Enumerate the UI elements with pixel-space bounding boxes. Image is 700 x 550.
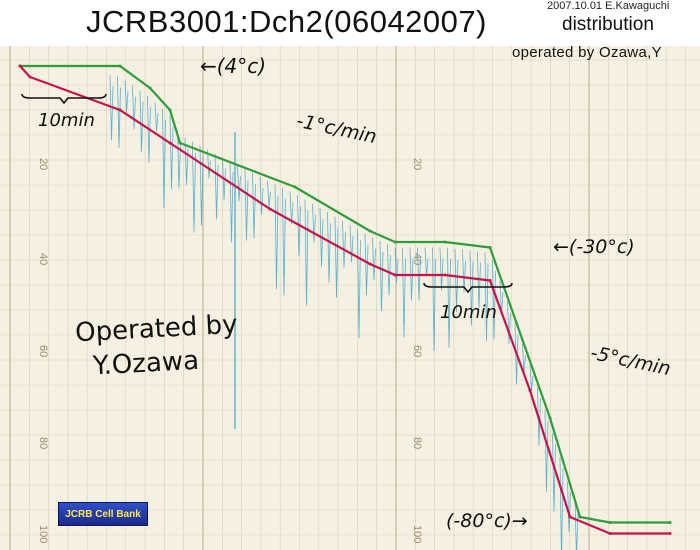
red-point <box>608 532 612 535</box>
red-point <box>118 108 122 112</box>
green-point <box>488 246 492 249</box>
scale-label: 100 <box>411 525 423 543</box>
red-point <box>28 75 32 79</box>
annotation-interval-2: 10min <box>440 302 497 323</box>
credit-text: 2007.10.01 E.Kawaguchi <box>547 0 670 12</box>
green-point <box>168 108 172 112</box>
green-point <box>608 521 612 524</box>
annotation-interval-1: 10min <box>38 110 95 131</box>
red-point <box>568 515 572 519</box>
red-point <box>443 273 447 277</box>
scale-label: 20 <box>411 158 423 170</box>
red-point <box>393 273 397 277</box>
green-point <box>368 229 372 233</box>
annotation-final-temp: (-80°c)→ <box>446 510 528 532</box>
annotation-start-temp: ←(4°c) <box>200 54 267 78</box>
green-point <box>118 64 122 68</box>
chart-paper <box>0 46 700 550</box>
interval-brace <box>423 282 513 294</box>
red-point <box>488 279 492 282</box>
red-point <box>668 532 672 535</box>
scale-label: 40 <box>37 253 49 265</box>
chart-subtitle: distribution <box>562 14 654 35</box>
green-point <box>148 86 152 90</box>
red-point <box>368 262 372 266</box>
green-point <box>578 515 582 519</box>
series-green-line <box>20 64 670 524</box>
scale-label: 80 <box>411 437 423 449</box>
jcrb-logo: JCRB Cell Bank <box>58 502 148 526</box>
green-point <box>393 240 397 244</box>
red-point <box>528 389 532 392</box>
green-point <box>668 521 672 524</box>
chart-title: JCRB3001:Dch2(06042007) <box>86 4 487 39</box>
red-point <box>18 64 22 68</box>
signature: Operated by Y.Ozawa <box>74 308 240 384</box>
green-point <box>178 141 182 145</box>
scale-label: 60 <box>411 345 423 357</box>
red-point <box>268 207 272 211</box>
scale-label: 100 <box>37 525 49 543</box>
red-point <box>168 141 172 145</box>
scale-label: 80 <box>37 437 49 449</box>
green-point <box>293 185 297 189</box>
scale-label: 20 <box>37 158 49 170</box>
green-point <box>548 416 552 420</box>
scale-label: 60 <box>37 345 49 357</box>
operator-text: operated by Ozawa,Y <box>512 44 662 61</box>
annotation-hold-temp: ←(-30°c) <box>553 236 635 258</box>
interval-brace <box>21 93 107 105</box>
green-point <box>443 240 447 244</box>
